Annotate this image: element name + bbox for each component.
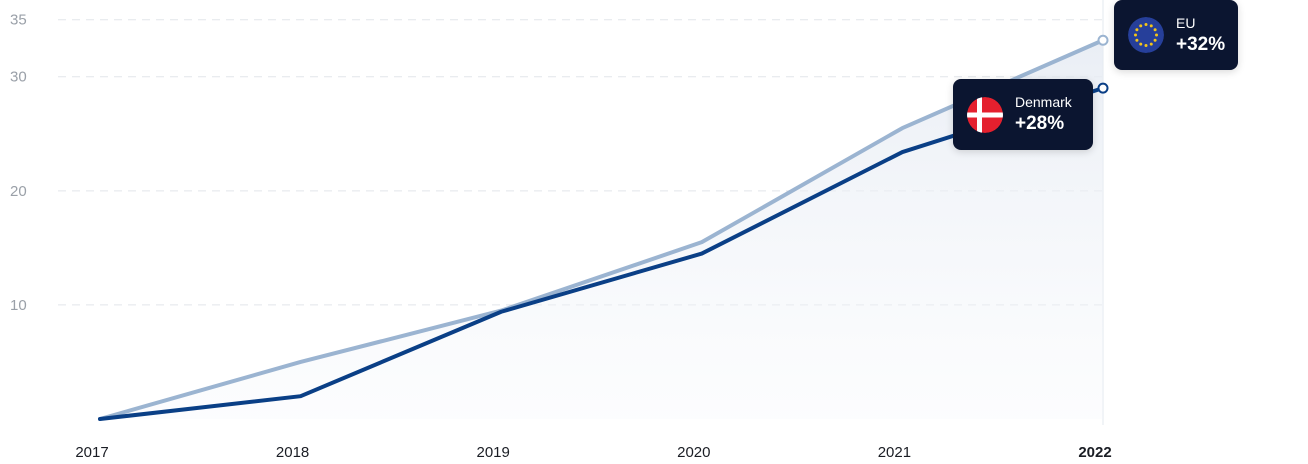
denmark-tooltip: Denmark +28% bbox=[953, 79, 1093, 150]
y-axis-ticks: 10 20 30 35 bbox=[10, 12, 27, 314]
denmark-label: Denmark bbox=[1015, 94, 1072, 111]
y-tick-label: 10 bbox=[10, 297, 27, 314]
x-tick-label: 2018 bbox=[276, 444, 309, 461]
eu-label: EU bbox=[1176, 14, 1196, 31]
x-axis-ticks: 2017 2018 2019 2020 2021 2022 bbox=[75, 444, 1111, 461]
x-tick-label: 2022 bbox=[1078, 444, 1111, 461]
series-line-eu bbox=[98, 38, 1105, 421]
eu-flag-icon bbox=[1128, 17, 1164, 53]
denmark-change: +28% bbox=[1015, 113, 1065, 135]
eu-tooltip: EU +32% bbox=[1114, 0, 1238, 70]
area-fill bbox=[100, 40, 1103, 419]
x-tick-label: 2021 bbox=[878, 444, 911, 461]
series-endpoint-denmark bbox=[1097, 82, 1109, 94]
x-tick-label: 2017 bbox=[75, 444, 108, 461]
x-tick-label: 2020 bbox=[677, 444, 710, 461]
eu-change: +32% bbox=[1176, 33, 1226, 55]
y-tick-label: 20 bbox=[10, 183, 27, 200]
x-tick-label: 2019 bbox=[477, 444, 510, 461]
denmark-flag-icon bbox=[967, 96, 1003, 133]
series-endpoint-eu bbox=[1097, 34, 1109, 46]
y-tick-label: 30 bbox=[10, 69, 27, 86]
series-lines bbox=[98, 34, 1109, 421]
y-tick-label: 35 bbox=[10, 12, 27, 29]
series-line-denmark bbox=[98, 86, 1105, 421]
